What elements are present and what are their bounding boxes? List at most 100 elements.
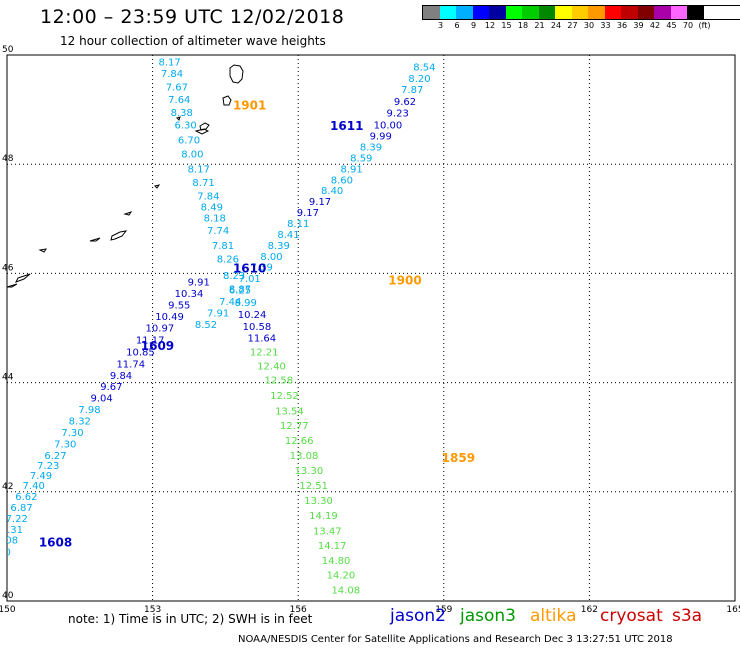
wave-height-value: 7.01 xyxy=(239,274,261,285)
wave-height-value: 8.60 xyxy=(331,175,353,186)
color-scale-label: 39 xyxy=(633,21,644,30)
pass-time-label: 1608 xyxy=(39,535,72,549)
wave-height-value: 14.80 xyxy=(322,556,351,567)
legend-item-s3a: s3a xyxy=(672,606,703,626)
coastline-islands xyxy=(7,64,244,288)
latitude-tick-label: 48 xyxy=(2,154,14,164)
credit-line: NOAA/NESDIS Center for Satellite Applica… xyxy=(238,634,673,645)
island-shape xyxy=(154,184,161,189)
color-swatch xyxy=(505,6,522,19)
color-swatch xyxy=(522,6,539,19)
color-swatch xyxy=(637,6,654,19)
longitude-tick-label: 159 xyxy=(435,605,452,615)
wave-height-value: 7.30 xyxy=(54,440,76,451)
wave-height-value: 13.54 xyxy=(275,406,304,417)
color-scale-label: 27 xyxy=(567,21,578,30)
wave-height-value: 7.40 xyxy=(23,481,45,492)
wave-height-value: 7.22 xyxy=(6,514,28,525)
altimeter-tracks: 8.177.847.677.648.386.306.708.008.178.71… xyxy=(0,57,475,627)
color-swatch xyxy=(588,6,605,19)
wave-height-value: 8.23 xyxy=(223,271,245,282)
color-scale-label: 42 xyxy=(649,21,661,30)
wave-height-value: 13.30 xyxy=(295,466,324,477)
wave-height-value: 14.61 xyxy=(337,601,366,612)
island-shape xyxy=(194,128,210,135)
color-scale-label: 12 xyxy=(484,21,496,30)
pass-time-label: 1901 xyxy=(233,99,266,113)
island-shape xyxy=(7,283,18,288)
footnote: note: 1) Time is in UTC; 2) SWH is in fe… xyxy=(68,612,313,626)
wave-height-value: 8.17 xyxy=(158,57,180,68)
wave-height-value: 8.52 xyxy=(195,320,217,331)
map-frame xyxy=(6,54,736,602)
color-scale-label: (ft) xyxy=(698,21,711,30)
wave-height-value: 8.40 xyxy=(321,186,343,197)
wave-height-value: 8.39 xyxy=(268,241,290,252)
longitude-tick-label: 153 xyxy=(144,605,161,615)
wave-height-value: 7.91 xyxy=(207,309,229,320)
color-scale-label: 36 xyxy=(616,21,628,30)
island-shape xyxy=(176,116,181,121)
wave-height-value: 7.67 xyxy=(166,82,188,93)
pass-time-label: 1611 xyxy=(330,119,363,133)
wave-height-value: 6.87 xyxy=(10,503,32,514)
latitude-tick-label: 46 xyxy=(2,263,14,273)
wave-height-value: 8.00 xyxy=(181,150,203,161)
latitude-tick-label: 44 xyxy=(2,373,14,383)
color-swatch xyxy=(439,6,456,19)
color-swatch xyxy=(687,6,704,19)
color-swatch xyxy=(472,6,489,19)
color-swatch xyxy=(571,6,588,19)
wave-height-value: 6.70 xyxy=(0,548,11,559)
legend-item-altika: altika xyxy=(530,606,577,626)
wave-height-value: 6.70 xyxy=(178,135,200,146)
wave-height-value: 12.52 xyxy=(270,391,299,402)
wave-height-value: 14.19 xyxy=(309,511,338,522)
longitude-tick-label: 162 xyxy=(581,605,598,615)
longitude-tick-label: 156 xyxy=(290,605,307,615)
wave-height-value: 7.64 xyxy=(168,95,190,106)
wave-height-value: 8.87 xyxy=(229,285,251,296)
pass-time-label: 1859 xyxy=(442,451,475,465)
color-scale-label: 6 xyxy=(454,21,460,30)
color-swatch xyxy=(555,6,572,19)
wave-height-value: 9.17 xyxy=(309,197,331,208)
wave-height-value: 15.95 xyxy=(343,616,372,627)
wave-height-value: 12.58 xyxy=(264,376,293,387)
wave-height-value: 9.91 xyxy=(188,277,210,288)
wave-height-value: 8.59 xyxy=(350,153,372,164)
wave-height-value: 13.47 xyxy=(313,526,342,537)
wave-height-value: 6.62 xyxy=(15,492,37,503)
color-scale-label: 24 xyxy=(550,21,562,30)
latitude-tick-label: 50 xyxy=(2,45,14,55)
wave-height-value: 11.74 xyxy=(116,359,145,370)
wave-height-value: 12.40 xyxy=(257,361,286,372)
wave-height-value: 13.08 xyxy=(290,451,319,462)
color-scale-label: 70 xyxy=(682,21,694,30)
wave-height-value: 9.67 xyxy=(100,382,122,393)
color-swatch xyxy=(670,6,687,19)
wave-height-value: 7.39 xyxy=(251,263,273,274)
wave-height-value: 10.85 xyxy=(126,347,155,358)
wave-height-value: 13.30 xyxy=(304,496,333,507)
longitude-tick-label: 165 xyxy=(726,605,740,615)
color-swatch xyxy=(489,6,506,19)
wave-height-value: 10.34 xyxy=(175,289,204,300)
color-swatch xyxy=(423,6,440,19)
wave-height-value: 6.27 xyxy=(44,451,66,462)
legend-item-jason3: jason3 xyxy=(460,606,516,626)
wave-height-value: 7.23 xyxy=(37,461,59,472)
island-shape xyxy=(110,230,128,241)
wave-height-value: 10.00 xyxy=(374,121,403,132)
wave-height-value: 9.84 xyxy=(110,371,132,382)
wave-height-value: 12.21 xyxy=(250,347,279,358)
wave-height-value: 9.04 xyxy=(91,394,113,405)
chart-subtitle: 12 hour collection of altimeter wave hei… xyxy=(60,34,326,48)
wave-height-value: 12.51 xyxy=(299,481,328,492)
island-shape xyxy=(229,64,244,84)
wave-height-value: 7.84 xyxy=(161,69,183,80)
color-swatch xyxy=(621,6,638,19)
wave-height-value: 7.98 xyxy=(78,405,100,416)
color-swatch xyxy=(604,6,621,19)
